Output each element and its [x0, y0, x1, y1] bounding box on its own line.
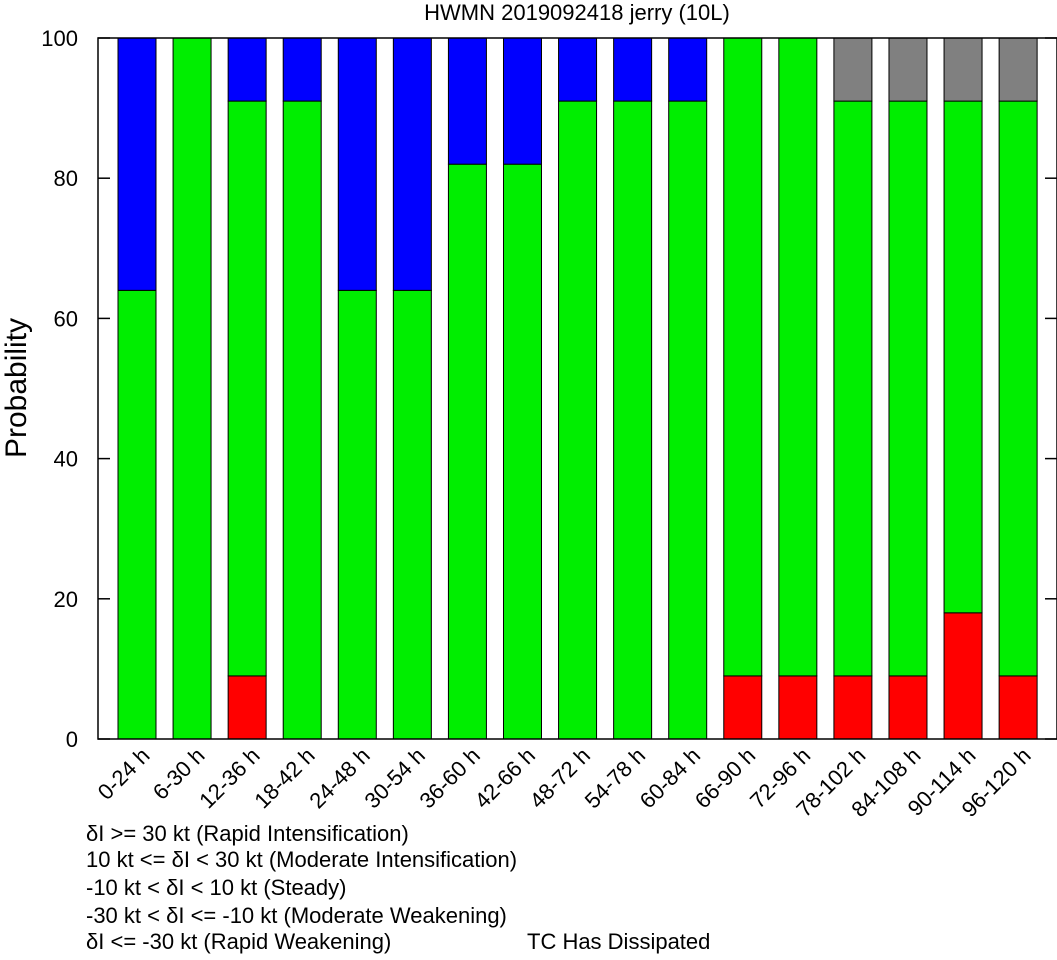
legend-entry-rapid-intensification: δI >= 30 kt (Rapid Intensification)	[86, 821, 409, 846]
y-tick-label: 40	[54, 447, 78, 472]
bar-segment-steady-11	[723, 37, 763, 677]
y-ticks-group: 0 20 40 60 80 100	[41, 26, 1057, 752]
bar-segment-moderate-weakening-8	[558, 37, 598, 102]
bar-segment-steady-12	[778, 37, 818, 677]
bar-segment-moderate-intensification-13	[833, 675, 873, 740]
bar-segment-steady-5	[392, 289, 432, 740]
bars-group	[117, 37, 1038, 740]
bar-segment-steady-8	[558, 100, 598, 740]
x-tick-label: 48-72 h	[525, 743, 595, 813]
bar-segment-steady-13	[833, 100, 873, 677]
bar-segment-moderate-weakening-9	[613, 37, 653, 102]
bar-segment-steady-4	[337, 289, 377, 740]
x-tick-label: 36-60 h	[415, 743, 485, 813]
x-tick-label: 54-78 h	[580, 743, 650, 813]
bar-segment-dissipated-15	[943, 37, 983, 102]
bar-segment-moderate-weakening-0	[117, 37, 157, 291]
y-axis-label: Probability	[0, 318, 33, 458]
bar-segment-moderate-weakening-4	[337, 37, 377, 291]
y-tick-label: 20	[54, 587, 78, 612]
bar-segment-steady-1	[172, 37, 212, 740]
bar-segment-moderate-weakening-5	[392, 37, 432, 291]
bar-segment-steady-16	[998, 100, 1038, 677]
bar-segment-steady-6	[447, 163, 487, 740]
y-tick-label: 100	[41, 26, 78, 51]
bar-segment-moderate-weakening-10	[668, 37, 708, 102]
bar-segment-moderate-weakening-3	[282, 37, 322, 102]
legend-entry-dissipated: TC Has Dissipated	[527, 929, 711, 954]
legend-entry-rapid-weakening: δI <= -30 kt (Rapid Weakening)	[86, 929, 392, 954]
bar-segment-moderate-intensification-2	[227, 675, 267, 740]
bar-segment-moderate-intensification-12	[778, 675, 818, 740]
x-tick-label: 12-36 h	[194, 743, 264, 813]
bar-segment-steady-14	[888, 100, 928, 677]
bar-segment-moderate-weakening-6	[447, 37, 487, 165]
bar-segment-steady-9	[613, 100, 653, 740]
bar-segment-moderate-weakening-7	[502, 37, 542, 165]
bar-segment-moderate-intensification-14	[888, 675, 928, 740]
x-tick-label: 66-90 h	[690, 743, 760, 813]
bar-segment-moderate-intensification-16	[998, 675, 1038, 740]
x-ticks-group: 0-24 h6-30 h12-36 h18-42 h24-48 h30-54 h…	[93, 743, 1036, 822]
bar-segment-steady-10	[668, 100, 708, 740]
x-tick-label: 18-42 h	[249, 743, 319, 813]
legend-entry-steady: -10 kt < δI < 10 kt (Steady)	[86, 875, 347, 900]
x-tick-label: 42-66 h	[470, 743, 540, 813]
bar-segment-steady-7	[502, 163, 542, 740]
y-tick-label: 0	[66, 727, 78, 752]
bar-segment-steady-3	[282, 100, 322, 740]
x-tick-label: 30-54 h	[359, 743, 429, 813]
bar-segment-dissipated-16	[998, 37, 1038, 102]
bar-segment-steady-0	[117, 289, 157, 740]
legend-entry-moderate-intensification: 10 kt <= δI < 30 kt (Moderate Intensific…	[86, 847, 518, 872]
y-tick-label: 80	[54, 166, 78, 191]
chart-title: HWMN 2019092418 jerry (10L)	[424, 0, 730, 25]
bar-segment-dissipated-14	[888, 37, 928, 102]
y-tick-label: 60	[54, 306, 78, 331]
bar-segment-steady-15	[943, 100, 983, 614]
x-tick-label: 24-48 h	[304, 743, 374, 813]
bar-segment-steady-2	[227, 100, 267, 677]
x-tick-label: 0-24 h	[93, 743, 155, 805]
legend-entry-moderate-weakening: -30 kt < δI <= -10 kt (Moderate Weakenin…	[86, 903, 507, 928]
bar-segment-moderate-weakening-2	[227, 37, 267, 102]
bar-segment-moderate-intensification-11	[723, 675, 763, 740]
x-tick-label: 60-84 h	[635, 743, 705, 813]
bar-segment-moderate-intensification-15	[943, 612, 983, 740]
bar-segment-dissipated-13	[833, 37, 873, 102]
plot-frame	[97, 37, 1057, 740]
